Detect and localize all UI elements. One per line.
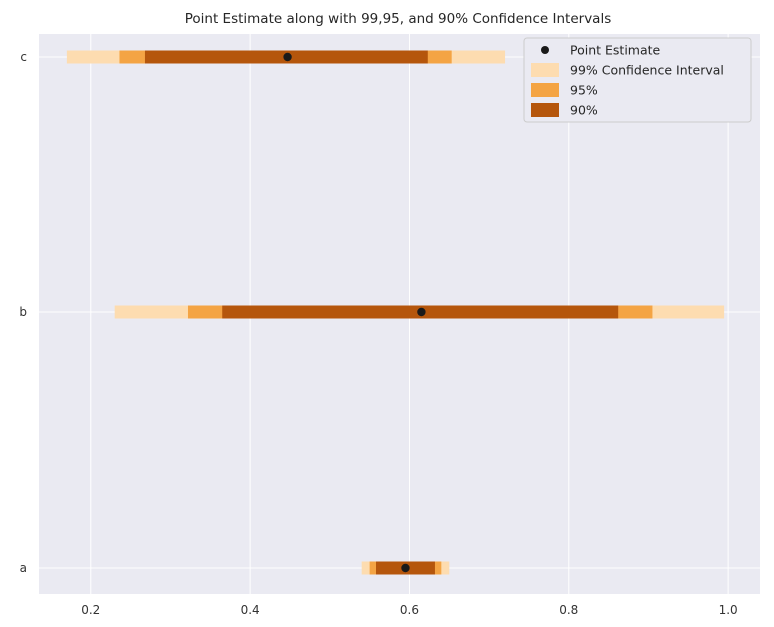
legend-swatch [531, 103, 559, 117]
legend-swatch [531, 83, 559, 97]
legend: Point Estimate 99% Confidence Interval 95%… [523, 37, 752, 123]
x-tick-label: 0.4 [241, 603, 260, 617]
x-tick-label: 0.8 [559, 603, 578, 617]
x-tick-label: 0.2 [81, 603, 100, 617]
legend-label: 90% [570, 103, 598, 118]
point-estimate-b [417, 307, 426, 317]
legend-label: 95% [570, 83, 598, 98]
x-tick-label: 1.0 [719, 603, 738, 617]
y-tick-label: b [19, 305, 27, 319]
point-estimate-c [283, 52, 292, 62]
legend-label: 99% Confidence Interval [570, 63, 724, 78]
legend-frame [523, 37, 752, 123]
y-tick-labels: a b c [19, 50, 27, 575]
y-tick-label: a [20, 561, 27, 575]
x-tick-label: 0.6 [400, 603, 419, 617]
legend-label: Point Estimate [570, 43, 661, 58]
y-tick-label: c [20, 50, 27, 64]
legend-marker-point [541, 46, 549, 54]
chart-title: Point Estimate along with 99,95, and 90%… [185, 11, 612, 27]
x-tick-labels: 0.2 0.4 0.6 0.8 1.0 [81, 603, 737, 617]
point-estimate-a [401, 563, 410, 573]
legend-swatch [531, 63, 559, 77]
point-estimates [283, 52, 426, 573]
